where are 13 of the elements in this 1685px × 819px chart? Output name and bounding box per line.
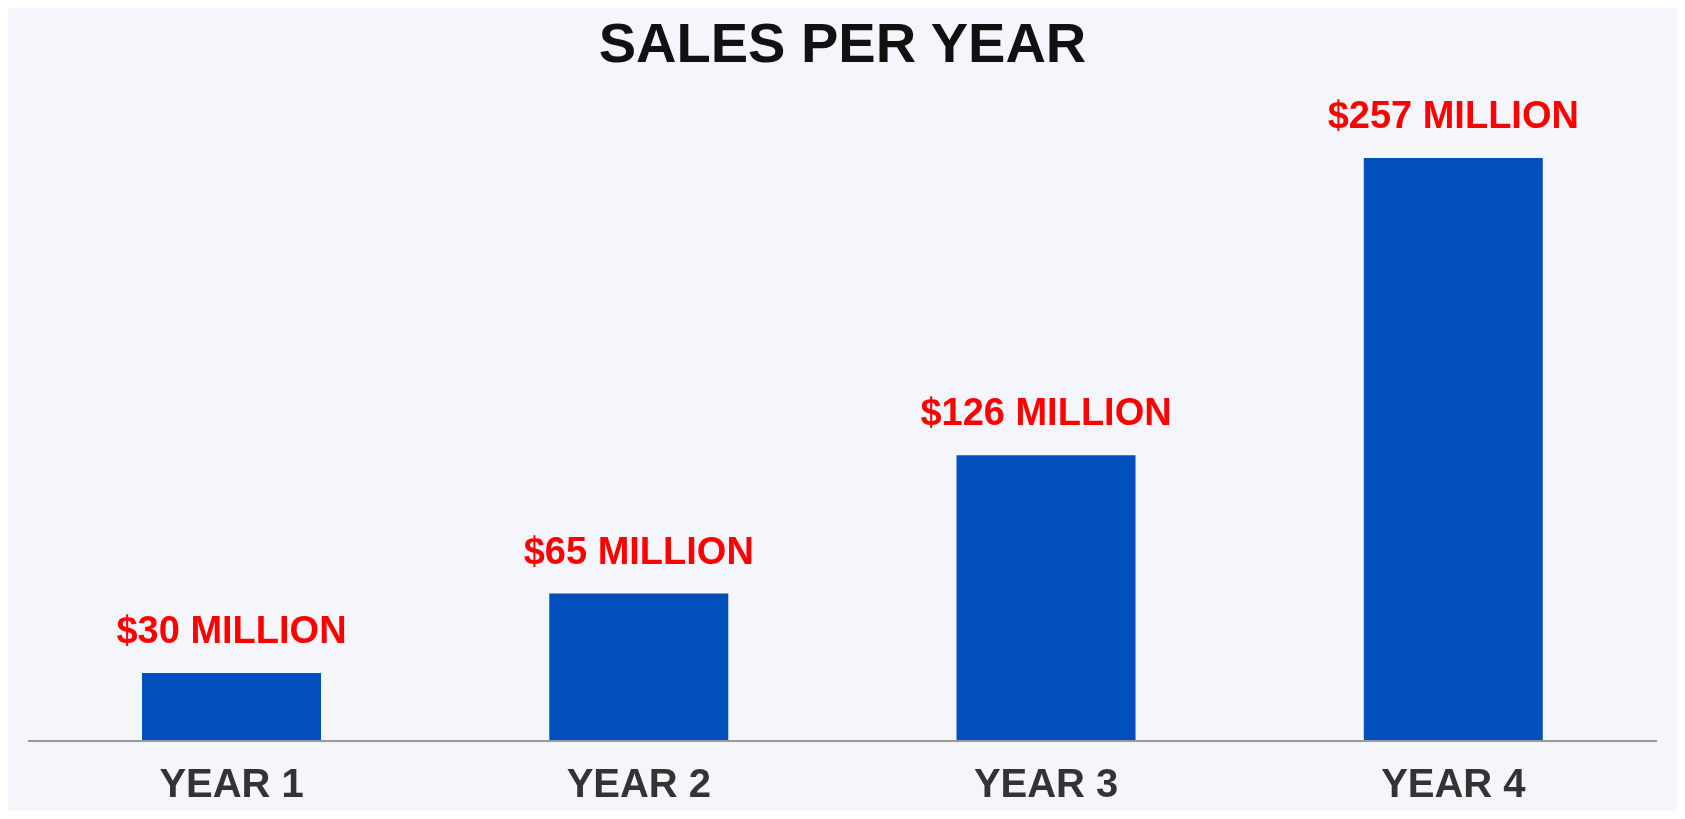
data-label: $257 MILLION	[1327, 94, 1579, 136]
data-label: $30 MILLION	[116, 608, 347, 651]
bar	[956, 455, 1136, 741]
x-tick-label: YEAR 4	[1381, 761, 1527, 806]
data-label: $126 MILLION	[920, 391, 1172, 434]
chart-title: SALES PER YEAR	[597, 10, 1088, 76]
data-label: $65 MILLION	[523, 529, 754, 572]
bar	[142, 672, 322, 741]
x-tick-label: YEAR 1	[159, 761, 304, 806]
bar	[1363, 158, 1543, 741]
bar	[549, 593, 729, 741]
x-tick-label: YEAR 2	[566, 761, 712, 806]
x-tick-label: YEAR 3	[973, 761, 1119, 806]
